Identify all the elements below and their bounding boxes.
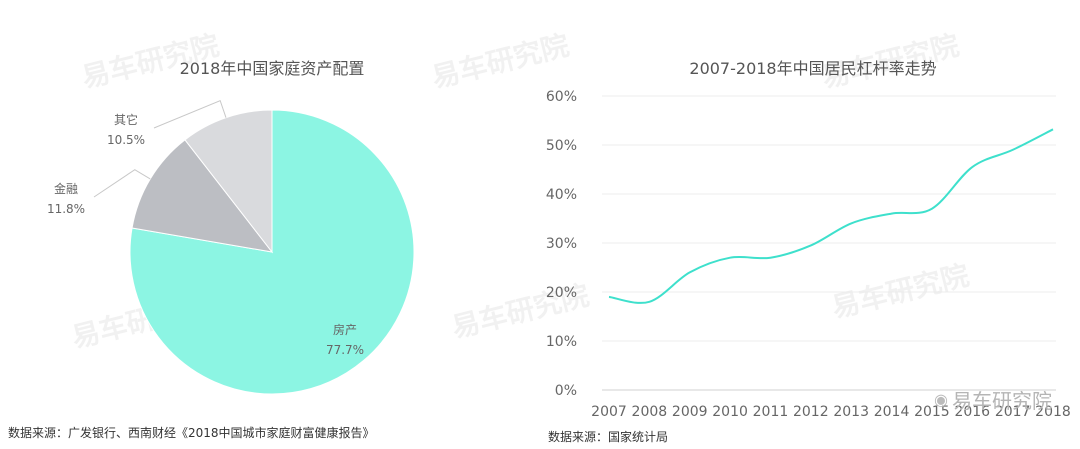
brand-watermark: ◉ 易车研究院 — [934, 385, 1052, 414]
x-tick-label: 2011 — [753, 404, 789, 420]
x-tick-label: 2015 — [914, 404, 950, 420]
pie-slice-label: 房产 — [333, 322, 357, 337]
line-chart: 2007-2018年中国居民杠杆率走势 0% 10% 20% 30% 40% 50% 60%… — [546, 59, 1071, 420]
x-tick-label: 2016 — [954, 404, 990, 420]
y-tick-label: 20% — [546, 285, 577, 301]
pie-chart: 2018年中国家庭资产配置 房产 77.7% 金融 11.8% 其它 10.5% — [47, 59, 415, 395]
x-tick-label: 2007 — [591, 404, 627, 420]
y-tick-label: 10% — [546, 334, 577, 350]
line-chart-panel: 2007-2018年中国居民杠杆率走势 0% 10% 20% 30% 40% 50% 60%… — [540, 0, 1080, 449]
x-tick-label: 2008 — [632, 404, 668, 420]
pie-chart-panel: 2018年中国家庭资产配置 房产 77.7% 金融 11.8% 其它 10.5% 数据来源… — [8, 59, 415, 440]
pie-slice-value: 77.7% — [326, 343, 364, 357]
brand-watermark-text: 易车研究院 — [952, 389, 1052, 413]
pie-slice-label: 其它 — [114, 112, 138, 127]
x-tick-label: 2018 — [1035, 404, 1071, 420]
pie-slice — [131, 139, 274, 253]
y-tick-label: 50% — [546, 138, 577, 154]
x-tick-label: 2013 — [833, 404, 869, 420]
line-title: 2007-2018年中国居民杠杆率走势 — [689, 59, 936, 78]
x-tick-label: 2017 — [995, 404, 1031, 420]
wechat-icon: ◉ — [934, 390, 948, 409]
line-source: 数据来源：国家统计局 — [548, 430, 669, 444]
pie-leader-line — [93, 169, 151, 198]
pie-slice-value: 11.8% — [47, 202, 85, 216]
pie-leader-line — [153, 99, 227, 129]
x-tick-label: 2012 — [793, 404, 829, 420]
x-tick-label: 2010 — [712, 404, 748, 420]
pie-title: 2018年中国家庭资产配置 — [180, 59, 365, 78]
y-tick-label: 30% — [546, 236, 577, 252]
y-tick-label: 60% — [546, 89, 577, 105]
y-tick-label: 0% — [555, 383, 577, 399]
x-tick-label: 2014 — [874, 404, 910, 420]
x-tick-label: 2009 — [672, 404, 708, 420]
pie-slice-value: 10.5% — [107, 133, 145, 147]
line-series — [608, 128, 1054, 304]
y-tick-label: 40% — [546, 187, 577, 203]
pie-slice-label: 金融 — [54, 181, 78, 196]
pie-source: 数据来源：广发银行、西南财经《2018中国城市家庭财富健康报告》 — [8, 426, 375, 440]
